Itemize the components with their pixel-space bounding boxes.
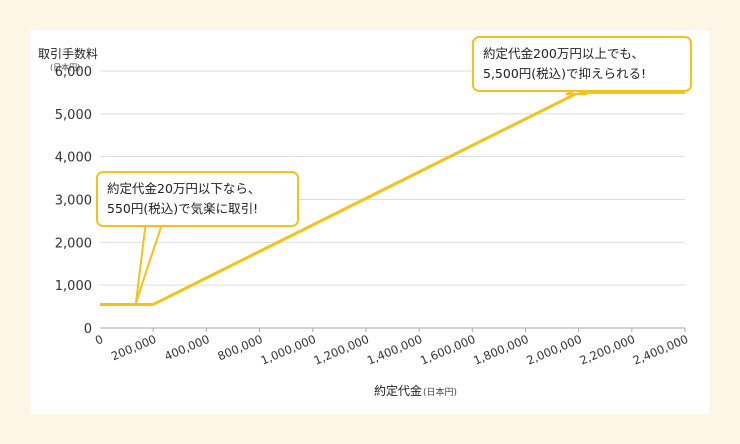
y-tick-label: 1,000 <box>55 279 92 294</box>
y-tick-label: 2,000 <box>55 236 92 251</box>
x-tick-label: 2,200,000 <box>578 332 637 368</box>
chart-panel: 0 1,000 2,000 3,000 4,000 5,000 6,000 0 200,000 4… <box>30 30 710 414</box>
x-tick-label: 1,800,000 <box>471 332 530 368</box>
x-tick-label: 1,200,000 <box>312 332 371 368</box>
y-axis-unit: (日本円) <box>50 62 80 72</box>
y-tick-label: 0 <box>84 322 92 337</box>
series-line-segment <box>152 91 580 306</box>
y-tick-label: 6,000 <box>55 65 92 80</box>
y-tick-label: 5,000 <box>55 108 92 123</box>
x-tick-label: 2,000,000 <box>524 332 583 368</box>
x-axis-unit: (日本円) <box>423 386 457 398</box>
x-tick-label: 0 <box>93 332 105 348</box>
y-tick-label: 3,000 <box>55 194 92 209</box>
callout-max-fee-line2: 5,500円(税込)で抑えられる! <box>483 66 647 81</box>
callout-low-fee-line1: 約定代金20万円以下なら、 <box>107 181 261 196</box>
x-axis-title: 約定代金 <box>374 383 422 398</box>
x-tick-label: 1,600,000 <box>418 332 477 368</box>
series-lines <box>100 90 685 306</box>
axes <box>100 327 686 332</box>
x-tick-label: 800,000 <box>215 332 264 363</box>
x-tick-label: 200,000 <box>109 332 158 363</box>
callout-low-fee-pointer <box>135 220 164 304</box>
x-tick-label: 400,000 <box>162 332 211 363</box>
x-tick-label: 1,400,000 <box>365 332 424 368</box>
callout-max-fee-line1: 約定代金200万円以上でも、 <box>483 46 644 61</box>
y-tick-label: 4,000 <box>55 151 92 166</box>
callout-low-fee-line2: 550円(税込)で気楽に取引! <box>107 201 259 216</box>
x-tick-label: 1,000,000 <box>259 332 318 368</box>
callout-low-fee: 約定代金20万円以下なら、 550円(税込)で気楽に取引! <box>96 171 299 227</box>
callout-max-fee-pointer <box>565 89 588 95</box>
callout-max-fee: 約定代金200万円以上でも、 5,500円(税込)で抑えられる! <box>472 36 692 92</box>
x-tick-label: 2,400,000 <box>631 332 690 368</box>
y-axis-title: 取引手数料 <box>38 46 98 61</box>
